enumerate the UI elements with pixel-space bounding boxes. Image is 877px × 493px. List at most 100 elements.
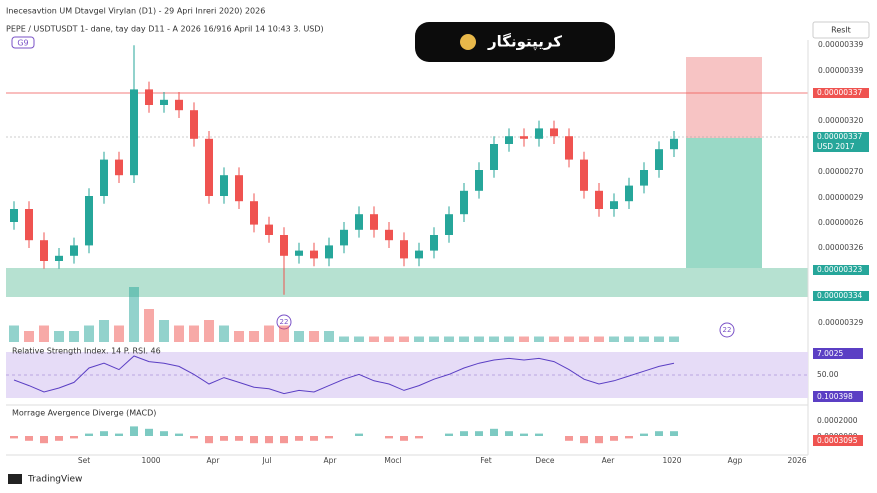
candle-body: [160, 99, 168, 105]
candle-body: [190, 110, 198, 139]
volume-bar: [69, 331, 79, 342]
volume-bar: [129, 287, 139, 342]
candle-body: [310, 250, 318, 259]
macd-bar: [25, 436, 33, 441]
macd-bar: [355, 433, 363, 436]
macd-bar: [415, 436, 423, 439]
event-label[interactable]: 22: [280, 318, 289, 326]
macd-tag: [813, 435, 863, 446]
macd-bar: [610, 436, 618, 441]
time-label: Mocl: [384, 456, 401, 465]
volume-bar: [489, 336, 499, 342]
event-marker[interactable]: [719, 322, 735, 338]
time-label: Jul: [261, 456, 271, 465]
candle-body: [100, 159, 108, 196]
macd-bar: [670, 431, 678, 436]
macd-bar: [505, 431, 513, 436]
profit-zone: [686, 138, 762, 268]
volume-bar: [474, 336, 484, 342]
candle-body: [400, 240, 408, 259]
candle-body: [145, 89, 153, 105]
candle-body: [490, 144, 498, 170]
candle-body: [655, 149, 663, 170]
volume-bar: [144, 309, 154, 342]
volume-bar: [249, 331, 259, 342]
volume-bar: [399, 336, 409, 342]
candle-body: [520, 136, 528, 139]
macd-bar: [310, 436, 318, 441]
price-tag-label: 0.00000337: [817, 88, 863, 97]
macd-bar: [55, 436, 63, 441]
candle-body: [475, 170, 483, 191]
volume-bar: [234, 331, 244, 342]
reset-label[interactable]: Reslt: [831, 26, 851, 35]
volume-bar: [114, 325, 124, 342]
price-label: 0.00000326: [818, 243, 864, 252]
volume-bar: [504, 336, 514, 342]
candle-body: [535, 128, 543, 139]
macd-bar: [565, 436, 573, 441]
candle-body: [370, 214, 378, 230]
time-label: Apr: [324, 456, 338, 465]
candle-body: [670, 138, 678, 150]
header-line2: PEPE / USDTUSDT 1- dane, tay day D11 - A…: [6, 25, 324, 34]
price-label: 0.00000339: [818, 66, 864, 75]
candle-body: [205, 138, 213, 196]
price-tag: [813, 132, 869, 142]
candle-body: [280, 235, 288, 256]
macd-bar: [40, 436, 48, 444]
volume-bar: [309, 331, 319, 342]
price-tag-label: 0.00000334: [817, 291, 863, 300]
macd-bar: [400, 436, 408, 441]
candle-body: [265, 224, 273, 235]
macd-bar: [385, 436, 393, 439]
candle-body: [340, 229, 348, 246]
macd-bar: [160, 431, 168, 436]
candle-body: [355, 214, 363, 230]
volume-bar: [639, 336, 649, 342]
volume-bar: [564, 336, 574, 342]
volume-bar: [339, 336, 349, 342]
reset-button[interactable]: [812, 21, 870, 39]
footer-brand: TradingView: [27, 475, 82, 485]
volume-bar: [159, 320, 169, 342]
candle-body: [10, 209, 18, 222]
loss-zone: [686, 57, 762, 138]
badge-box: [11, 36, 35, 49]
candle-body: [565, 136, 573, 160]
volume-bar: [669, 336, 679, 342]
macd-bar: [295, 436, 303, 441]
time-label: Agp: [728, 456, 743, 465]
support-band: [6, 268, 808, 297]
volume-bar: [324, 331, 334, 342]
volume-bar: [54, 331, 64, 342]
rsi-label: 7.0025: [817, 349, 843, 358]
macd-bar: [490, 428, 498, 436]
brand-name: کریپتونگار: [487, 33, 562, 52]
candle-body: [175, 99, 183, 111]
macd-bar: [655, 431, 663, 436]
macd-bar: [460, 431, 468, 436]
candle-body: [250, 201, 258, 225]
event-label[interactable]: 22: [723, 326, 732, 334]
macd-bar: [280, 436, 288, 444]
macd-bar: [475, 431, 483, 436]
badge: G9: [17, 39, 28, 48]
macd-bar: [100, 431, 108, 436]
candle-body: [55, 255, 63, 261]
volume-bar: [624, 336, 634, 342]
time-label: 2026: [787, 456, 806, 465]
macd-bar: [115, 433, 123, 436]
price-tag-label: 0.00000323: [817, 265, 863, 274]
volume-bar: [369, 336, 379, 342]
volume-bar: [354, 336, 364, 342]
candle-body: [25, 209, 33, 241]
footer-logo: [8, 474, 22, 484]
macd-bar: [205, 436, 213, 444]
volume-bar: [264, 325, 274, 342]
candle-body: [580, 159, 588, 191]
rsi-label: 0.100398: [817, 392, 853, 401]
brand-logo: [460, 34, 476, 50]
macd-bar: [520, 433, 528, 436]
price-tag-label: 0.00000337: [817, 132, 863, 141]
